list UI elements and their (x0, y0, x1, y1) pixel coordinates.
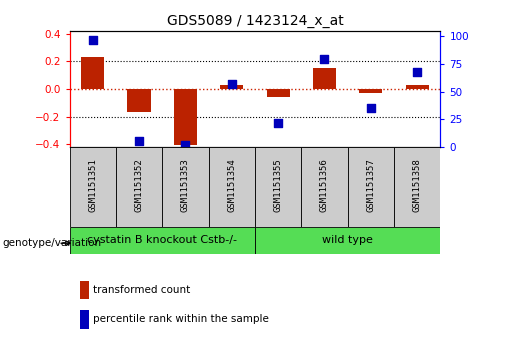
Text: GSM1151354: GSM1151354 (227, 159, 236, 212)
Point (181, 142, 190, 148)
Text: GSM1151357: GSM1151357 (366, 159, 375, 212)
Point (413, 69, 421, 75)
Bar (220, 85, 243, 89)
Point (274, 120, 282, 126)
Title: GDS5089 / 1423124_x_at: GDS5089 / 1423124_x_at (166, 15, 344, 28)
Bar (174, 89, 197, 145)
FancyBboxPatch shape (70, 227, 255, 254)
Text: GSM1151356: GSM1151356 (320, 159, 329, 212)
FancyBboxPatch shape (301, 147, 348, 227)
FancyBboxPatch shape (116, 147, 162, 227)
Text: wild type: wild type (322, 236, 373, 245)
Text: GSM1151355: GSM1151355 (273, 159, 283, 212)
Bar (81, 57, 104, 89)
FancyBboxPatch shape (255, 227, 440, 254)
Point (320, 56, 329, 61)
Bar (359, 89, 382, 93)
Bar (128, 89, 150, 113)
Bar (405, 85, 428, 89)
Text: GSM1151353: GSM1151353 (181, 159, 190, 212)
Point (367, 105, 375, 111)
FancyBboxPatch shape (162, 147, 209, 227)
Text: GSM1151358: GSM1151358 (413, 159, 422, 212)
Text: GSM1151352: GSM1151352 (134, 159, 144, 212)
FancyBboxPatch shape (348, 147, 394, 227)
Text: transformed count: transformed count (93, 285, 190, 295)
Point (135, 139, 143, 144)
FancyBboxPatch shape (255, 147, 301, 227)
Point (228, 81, 236, 87)
FancyBboxPatch shape (394, 147, 440, 227)
Text: genotype/variation: genotype/variation (3, 238, 101, 248)
Point (89, 37, 97, 42)
Text: GSM1151351: GSM1151351 (88, 159, 97, 212)
Text: cystatin B knockout Cstb-/-: cystatin B knockout Cstb-/- (87, 236, 237, 245)
Bar (267, 89, 289, 97)
Bar (313, 68, 336, 89)
Text: percentile rank within the sample: percentile rank within the sample (93, 314, 269, 325)
FancyBboxPatch shape (70, 147, 116, 227)
FancyBboxPatch shape (209, 147, 255, 227)
